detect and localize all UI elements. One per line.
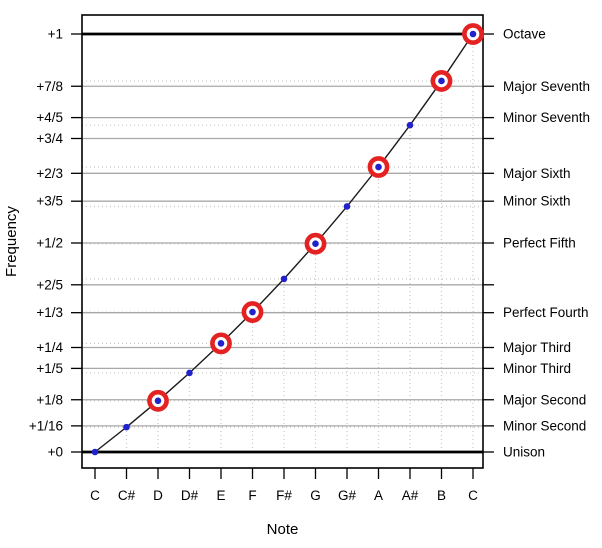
y-tick-label: +1/3 bbox=[36, 305, 63, 320]
data-point bbox=[123, 423, 130, 431]
interval-label: Minor Seventh bbox=[503, 110, 590, 125]
y-tick-label: +0 bbox=[48, 445, 63, 460]
x-tick-label: A bbox=[374, 488, 383, 503]
x-tick-label: F# bbox=[276, 488, 292, 503]
y-tick-label: +1/2 bbox=[36, 236, 63, 251]
data-point bbox=[186, 369, 193, 377]
data-point bbox=[469, 30, 477, 38]
data-point bbox=[438, 77, 445, 85]
x-tick-label: G bbox=[310, 488, 321, 503]
y-tick-label: +3/4 bbox=[36, 131, 63, 146]
x-tick-label: E bbox=[216, 488, 225, 503]
interval-label: Major Second bbox=[503, 392, 586, 407]
interval-label: Major Sixth bbox=[503, 166, 571, 181]
data-point bbox=[217, 340, 225, 347]
data-point bbox=[249, 308, 256, 316]
y-tick-label: +7/8 bbox=[36, 79, 63, 94]
interval-label: Octave bbox=[503, 27, 546, 42]
interval-label: Minor Third bbox=[503, 361, 571, 376]
x-tick-label: B bbox=[437, 488, 446, 503]
x-tick-label: C# bbox=[118, 488, 136, 503]
y-tick-label: +1/5 bbox=[36, 361, 63, 376]
x-tick-label: D# bbox=[181, 488, 199, 503]
x-tick-label: G# bbox=[338, 488, 357, 503]
x-tick-label: D bbox=[153, 488, 163, 503]
data-point bbox=[375, 163, 382, 171]
x-axis-title: Note bbox=[267, 521, 299, 538]
interval-label: Unison bbox=[503, 445, 545, 460]
y-axis-title: Frequency bbox=[3, 206, 20, 277]
plot-border bbox=[81, 14, 484, 469]
interval-label: Minor Sixth bbox=[503, 194, 571, 209]
interval-label: Major Seventh bbox=[503, 79, 590, 94]
x-tick-label: A# bbox=[402, 488, 419, 503]
data-point bbox=[312, 240, 319, 248]
y-tick-label: +1/16 bbox=[29, 418, 63, 433]
y-tick-label: +2/5 bbox=[36, 277, 63, 292]
data-point bbox=[154, 397, 162, 405]
x-tick-label: F bbox=[248, 488, 256, 503]
data-point bbox=[343, 203, 351, 210]
interval-label: Perfect Fifth bbox=[503, 236, 576, 251]
interval-label: Minor Second bbox=[503, 418, 586, 433]
y-tick-label: +1/4 bbox=[36, 340, 63, 355]
y-tick-label: +3/5 bbox=[36, 194, 63, 209]
data-point bbox=[91, 448, 99, 456]
y-tick-label: +4/5 bbox=[36, 110, 63, 125]
x-tick-label: C bbox=[90, 488, 100, 503]
y-tick-label: +2/3 bbox=[36, 166, 63, 181]
x-tick-label: C bbox=[468, 488, 478, 503]
data-point bbox=[280, 275, 288, 283]
y-tick-label: +1/8 bbox=[36, 392, 63, 407]
interval-label: Perfect Fourth bbox=[503, 305, 589, 320]
data-point bbox=[406, 121, 414, 129]
interval-label: Major Third bbox=[503, 340, 571, 355]
y-tick-label: +1 bbox=[48, 27, 63, 42]
